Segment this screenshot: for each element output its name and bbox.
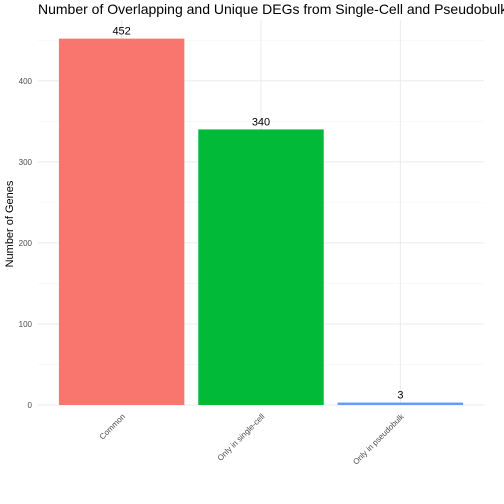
bar-common	[58, 38, 185, 406]
y-tick-label: 200	[19, 239, 33, 248]
data-labels: 452 340 3	[112, 26, 403, 402]
y-axis-ticks: 0 100 200 300 400	[19, 77, 33, 410]
x-axis-ticks: Common Only in single-cell Only in pseudob…	[98, 411, 407, 466]
data-label: 452	[112, 26, 130, 38]
y-tick-label: 100	[19, 320, 33, 329]
chart-title: Number of Overlapping and Unique DEGs fr…	[38, 1, 504, 17]
x-tick-label: Only in pseudobulk	[351, 411, 406, 466]
data-label: 3	[397, 390, 403, 402]
data-label: 340	[252, 116, 270, 128]
bar-only-in-pseudobulk	[337, 402, 464, 405]
y-tick-label: 400	[19, 77, 33, 86]
y-tick-label: 0	[28, 401, 33, 410]
bars	[58, 38, 464, 406]
bar-only-in-single-cell	[198, 129, 324, 405]
x-tick-label: Common	[98, 412, 127, 441]
y-axis-title: Number of Genes	[4, 180, 16, 267]
y-tick-label: 300	[19, 158, 33, 167]
x-tick-label: Only in single-cell	[216, 412, 267, 463]
